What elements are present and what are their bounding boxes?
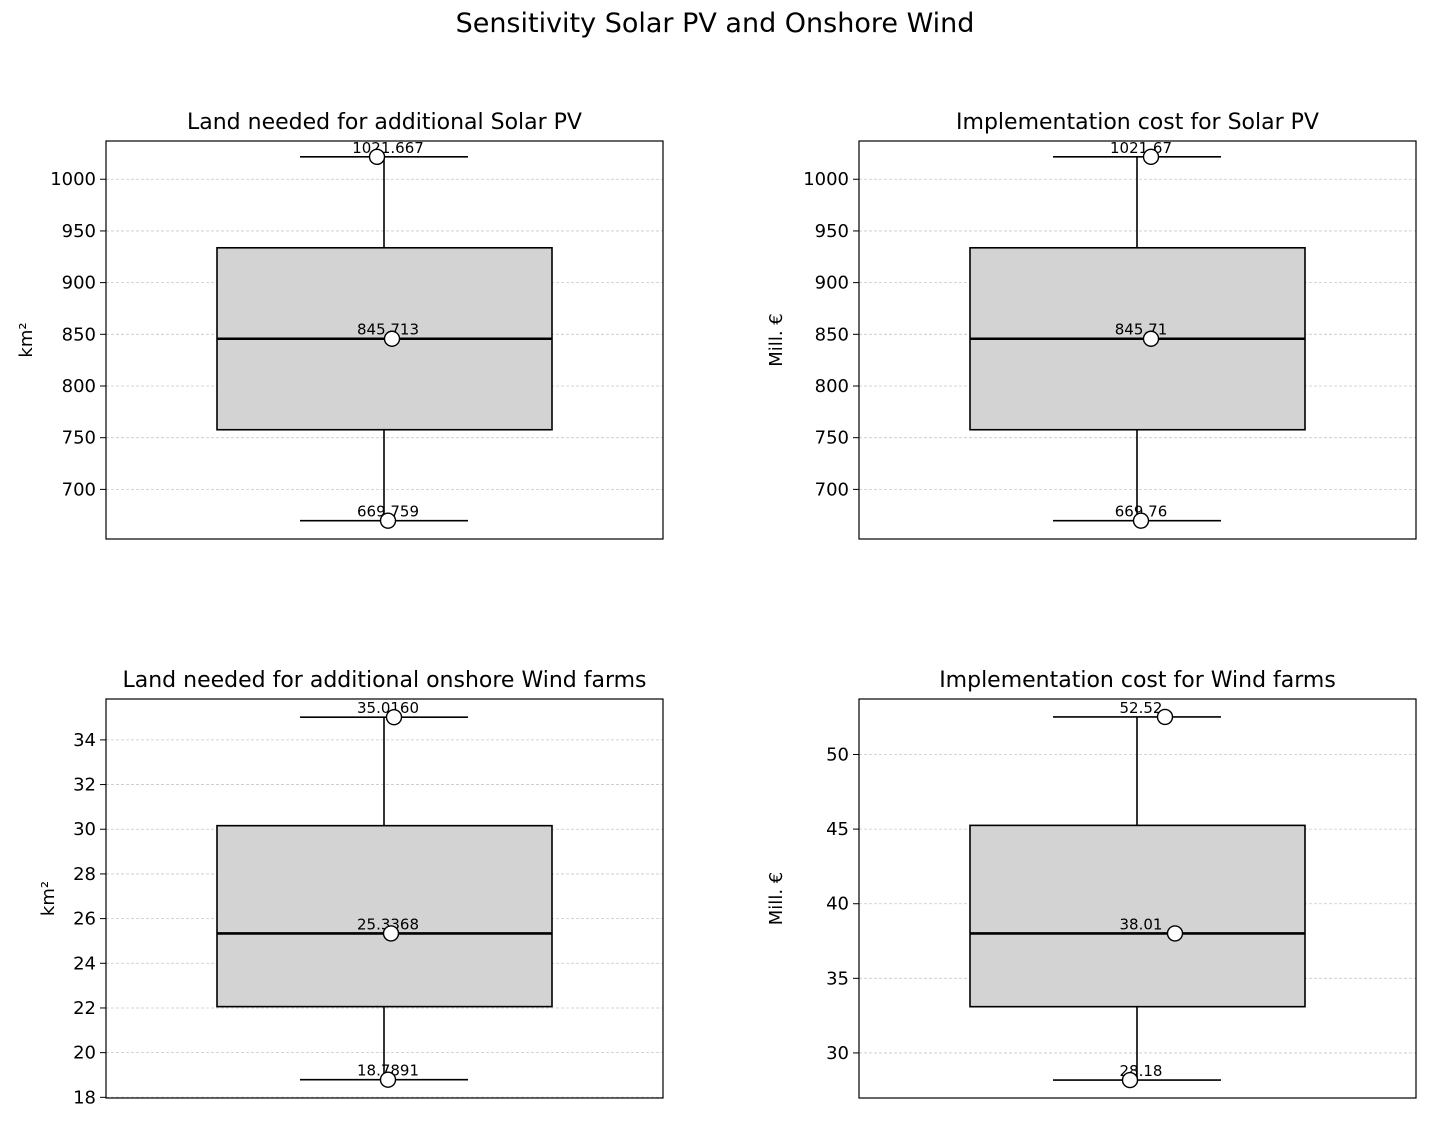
y-tick-label: 18 [73, 1087, 96, 1108]
median-value-label: 25.3368 [357, 915, 419, 933]
y-tick-label: 50 [826, 745, 849, 766]
y-axis-label: km² [16, 322, 37, 357]
max-value-label: 1021.667 [352, 139, 424, 157]
box-iqr [969, 824, 1306, 1008]
median-point [1142, 330, 1160, 347]
min-point [1121, 1071, 1139, 1089]
y-tick-label: 24 [73, 953, 96, 974]
y-tick-label: 850 [62, 324, 96, 345]
plot-frame [105, 698, 664, 1099]
max-point [1142, 148, 1160, 166]
min-point [379, 512, 397, 529]
panel-title: Implementation cost for Wind farms [939, 668, 1336, 693]
max-value-label: 35.0160 [357, 699, 419, 717]
y-tick-label: 900 [815, 273, 849, 294]
median-value-label: 845.713 [357, 321, 419, 339]
median-point [383, 330, 401, 347]
panel-title: Implementation cost for Solar PV [956, 110, 1319, 135]
y-tick-label: 26 [73, 909, 96, 930]
median-value-label: 38.01 [1120, 915, 1163, 933]
y-tick-label: 700 [815, 479, 849, 500]
y-axis-label: km² [38, 881, 59, 916]
y-axis-label: Mill. € [766, 872, 787, 925]
y-tick-label: 20 [73, 1043, 96, 1064]
y-tick-label: 700 [62, 479, 96, 500]
min-value-label: 669.759 [357, 503, 419, 521]
max-point [368, 148, 386, 166]
y-tick-label: 32 [73, 775, 96, 796]
figure-title: Sensitivity Solar PV and Onshore Wind [455, 8, 975, 39]
max-value-label: 52.52 [1120, 699, 1163, 717]
panel-land-wind: 18 20 22 24 26 28 30 32 34 35.0160 25.3368 18.7891 L… [38, 668, 664, 1108]
y-tick-label: 22 [73, 998, 96, 1019]
median-point [1166, 925, 1184, 942]
y-tick-label: 950 [815, 221, 849, 242]
plot-frame [105, 140, 664, 540]
box-iqr [216, 824, 553, 1008]
y-tick-label: 28 [73, 864, 96, 885]
min-value-label: 18.7891 [357, 1062, 419, 1080]
median-value-label: 845.71 [1115, 321, 1168, 339]
min-value-label: 669.76 [1115, 503, 1168, 521]
plot-frame [858, 698, 1417, 1099]
y-tick-label: 40 [826, 894, 849, 915]
y-tick-label: 850 [815, 324, 849, 345]
panel-land-solar: 700 750 800 850 900 950 1000 1021.667 845.713 669… [16, 110, 664, 540]
y-tick-label: 1000 [803, 169, 849, 190]
y-tick-label: 34 [73, 730, 96, 751]
panel-cost-wind: 303540455052.5238.0128.18Implementation … [766, 668, 1417, 1099]
y-tick-label: 30 [73, 819, 96, 840]
median-point [382, 925, 400, 942]
y-tick-label: 750 [815, 428, 849, 449]
y-tick-label: 35 [826, 968, 849, 989]
y-tick-label: 750 [62, 428, 96, 449]
panel-cost-solar: 70075080085090095010001021.67845.71669.7… [766, 110, 1417, 540]
y-tick-label: 900 [62, 273, 96, 294]
panel-title: Land needed for additional Solar PV [187, 110, 582, 135]
min-point [1132, 512, 1150, 529]
y-tick-label: 800 [815, 376, 849, 397]
y-tick-label: 45 [826, 819, 849, 840]
min-point [379, 1071, 397, 1088]
y-tick-label: 800 [62, 376, 96, 397]
max-point [385, 708, 403, 726]
max-point [1156, 708, 1174, 726]
y-tick-label: 950 [62, 221, 96, 242]
plot-frame [858, 140, 1417, 540]
y-tick-label: 30 [826, 1043, 849, 1064]
y-axis-label: Mill. € [766, 313, 787, 366]
panel-title: Land needed for additional onshore Wind … [122, 668, 646, 693]
y-tick-label: 1000 [50, 169, 96, 190]
